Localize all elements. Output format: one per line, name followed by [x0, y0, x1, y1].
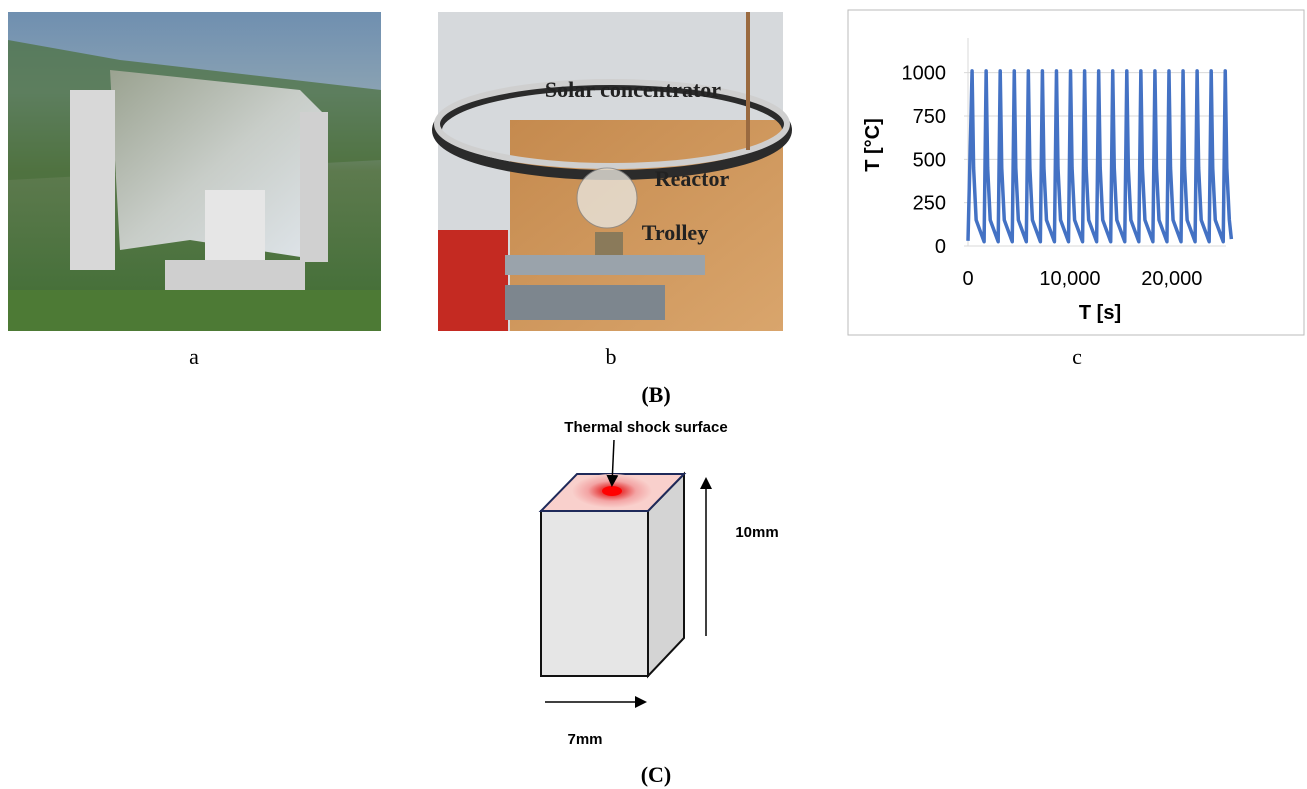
- x-tick-label: 0: [962, 268, 973, 290]
- diagram-label: 7mm: [567, 731, 602, 748]
- group-label: (B): [641, 382, 670, 407]
- diagram-label: Thermal shock surface: [564, 419, 727, 436]
- diagram-label: 10mm: [735, 524, 778, 541]
- y-tick-label: 0: [935, 236, 946, 258]
- figure: Solar concentrator Reactor Trolley 0 250 5…: [0, 0, 1307, 789]
- y-tick-label: 1000: [902, 63, 947, 85]
- y-tick-label: 750: [913, 106, 946, 128]
- y-tick-label: 250: [913, 193, 946, 215]
- x-tick-label: 10,000: [1039, 268, 1100, 290]
- photo-reactor-setup: Solar concentrator Reactor Trolley: [437, 12, 787, 331]
- panel-label: b: [606, 344, 617, 369]
- photo-solar-furnace: [8, 12, 381, 331]
- group-label: (C): [641, 762, 672, 787]
- y-tick-label: 500: [913, 149, 946, 171]
- annotation: Solar concentrator: [545, 77, 721, 102]
- x-axis-label: T [s]: [1079, 302, 1121, 324]
- panel-label: c: [1072, 344, 1082, 369]
- annotation: Trolley: [642, 220, 708, 245]
- panel-label: a: [189, 344, 199, 369]
- specimen-diagram: Thermal shock surface 10mm 7mm: [541, 419, 779, 748]
- y-axis-label: T [°C]: [862, 118, 884, 172]
- x-tick-label: 20,000: [1141, 268, 1202, 290]
- annotation: Reactor: [655, 166, 730, 191]
